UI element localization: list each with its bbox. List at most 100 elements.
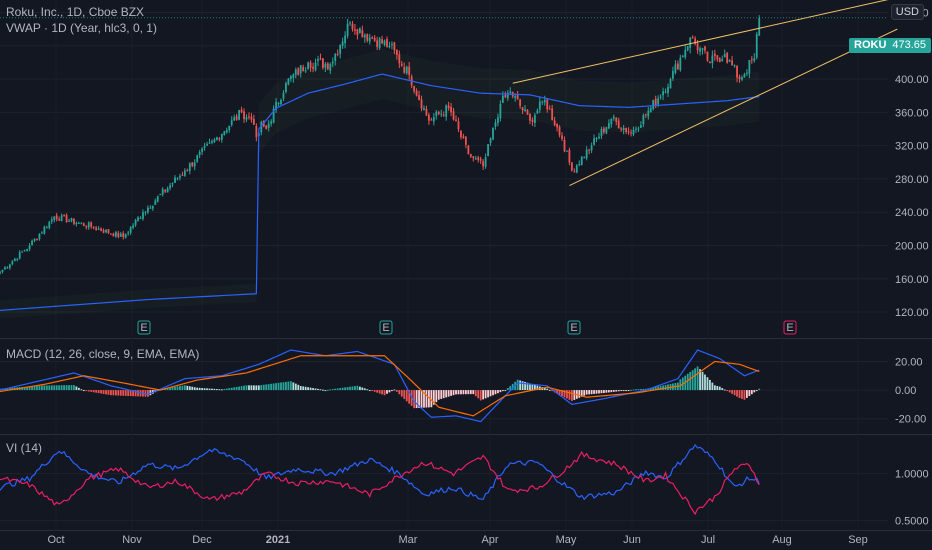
candle-body (60, 215, 63, 222)
candle-body (58, 219, 61, 221)
macd-histogram-bar (137, 390, 139, 397)
macd-histogram-bar (723, 389, 726, 391)
price-pane[interactable] (0, 0, 898, 319)
macd-histogram-bar (240, 386, 243, 391)
candle-body (68, 220, 70, 222)
time-tick-label: Nov (122, 534, 142, 546)
candle-body (755, 34, 758, 58)
macd-histogram-bar (92, 390, 95, 393)
macd-histogram-bar (31, 386, 33, 391)
macd-histogram-bar (469, 390, 472, 395)
candle-body (497, 117, 499, 123)
earnings-label: E (570, 322, 577, 334)
candle-body (193, 162, 196, 167)
candle-body (516, 94, 519, 100)
time-axis[interactable]: Oct Nov Dec 2021 Mar Apr May Jun Jul Aug Sep (47, 534, 867, 546)
macd-histogram-bar (583, 390, 586, 396)
macd-histogram-bar (711, 382, 714, 391)
price-tick-label: 320.00 (895, 141, 929, 153)
candle-body (709, 61, 711, 63)
macd-pane[interactable] (0, 349, 761, 423)
candle-body (728, 59, 731, 62)
candle-body (183, 170, 186, 176)
macd-histogram-bar (206, 388, 208, 391)
macd-histogram-bar (73, 385, 75, 391)
candle-body (188, 163, 191, 171)
candle-body (455, 119, 457, 122)
macd-histogram-bar (322, 389, 324, 391)
candle-body (371, 37, 374, 39)
macd-histogram-bar (179, 386, 181, 391)
candle-body (413, 86, 416, 92)
macd-histogram-bar (388, 390, 391, 393)
macd-histogram-bar (85, 390, 88, 392)
candle-body (726, 52, 729, 63)
candle-body (657, 98, 660, 105)
macd-histogram-bar (477, 390, 480, 399)
candle-body (117, 232, 120, 238)
candle-body (501, 95, 504, 103)
macd-histogram-bar (272, 383, 275, 391)
candle-body (388, 45, 391, 47)
macd-histogram-bar (452, 390, 455, 396)
price-axis[interactable]: 480.00440.00400.00360.00320.00280.00240.… (895, 7, 929, 527)
macd-histogram-bar (482, 390, 485, 400)
candle-body (87, 222, 90, 228)
candle-body (637, 128, 640, 130)
macd-histogram-bar (403, 390, 406, 399)
candle-body (704, 46, 706, 51)
macd-histogram-bar (218, 389, 221, 391)
macd-histogram-bar (329, 389, 332, 391)
macd-histogram-bar (479, 390, 482, 401)
vi-pane[interactable] (0, 443, 760, 516)
candle-body (139, 217, 142, 219)
macd-histogram-bar (191, 386, 194, 391)
candle-body (277, 102, 280, 104)
macd-histogram-bar (595, 390, 598, 394)
macd-histogram-bar (309, 387, 312, 391)
macd-histogram-bar (252, 385, 255, 391)
candle-body (1, 269, 4, 272)
candle-body (179, 175, 181, 178)
candle-body (267, 123, 270, 128)
candle-body (625, 128, 628, 133)
macd-histogram-bar (36, 386, 38, 391)
macd-histogram-bar (50, 385, 53, 391)
candle-body (169, 185, 171, 189)
candle-body (73, 218, 75, 224)
macd-histogram-bar (250, 385, 253, 391)
macd-histogram-bar (285, 381, 287, 391)
candle-body (464, 136, 467, 145)
macd-histogram-bar (225, 388, 228, 391)
candle-body (462, 136, 465, 139)
macd-histogram-bar (68, 385, 70, 391)
candle-body (423, 108, 425, 111)
candle-body (358, 28, 361, 33)
macd-histogram-bar (275, 383, 277, 391)
candle-body (474, 158, 477, 160)
macd-histogram-bar (418, 390, 420, 408)
candle-body (230, 120, 233, 125)
candle-body (127, 232, 130, 234)
macd-histogram-bar (447, 390, 450, 397)
candle-body (339, 45, 342, 54)
macd-histogram-bar (590, 390, 593, 395)
candle-body (326, 63, 329, 70)
price-tick-label: 280.00 (895, 174, 929, 186)
candle-body (147, 207, 149, 213)
candle-body (174, 177, 176, 183)
candle-body (65, 215, 68, 223)
macd-histogram-bar (260, 385, 263, 391)
candle-body (652, 100, 655, 110)
time-tick-label: Jul (701, 534, 715, 546)
candle-body (721, 59, 724, 62)
candle-body (171, 183, 174, 185)
candle-body (245, 117, 248, 120)
currency-badge[interactable]: USD (890, 4, 924, 20)
macd-histogram-bar (255, 385, 258, 391)
grid-lines (0, 11, 932, 531)
macd-histogram-bar (107, 390, 110, 395)
candle-body (635, 128, 637, 130)
macd-histogram-bar (494, 390, 497, 395)
